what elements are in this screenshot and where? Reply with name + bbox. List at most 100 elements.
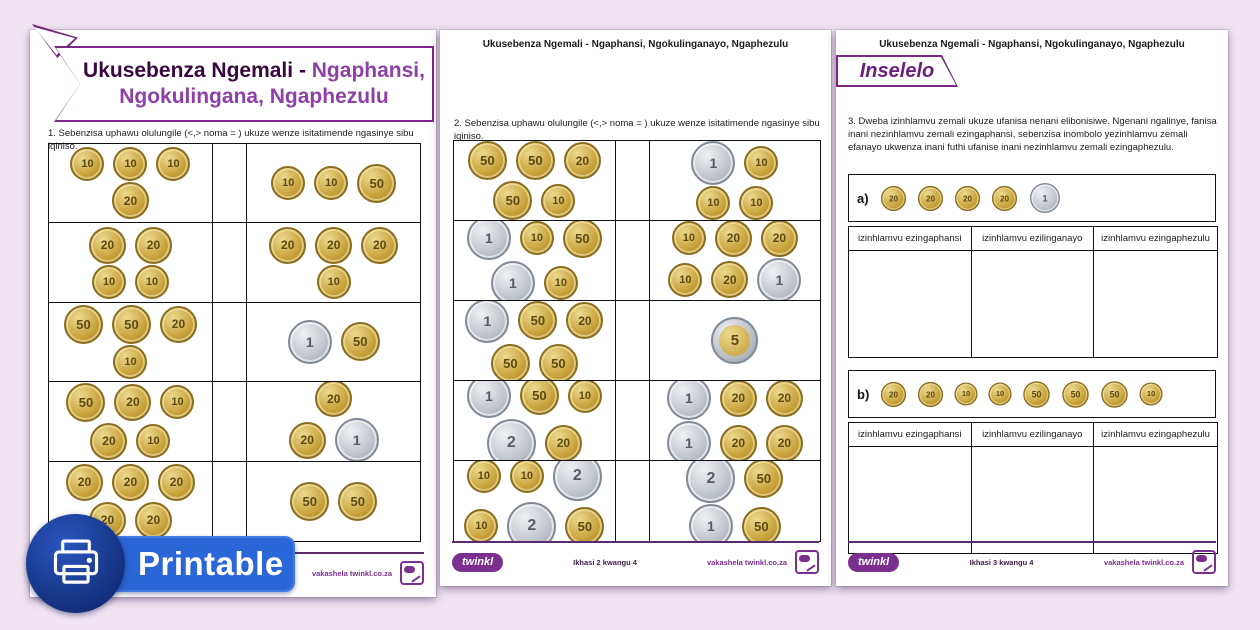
answer-symbol-cell[interactable] bbox=[615, 301, 650, 381]
coin-20: 20 bbox=[719, 424, 757, 460]
coin-R1: 1 bbox=[688, 504, 733, 541]
instruction-1: 1. Sebenzisa uphawu olulungile (<,> noma… bbox=[48, 128, 414, 152]
challenge-title: Inselelo bbox=[838, 57, 956, 85]
coin-10: 10 bbox=[160, 385, 195, 420]
footer-site-link[interactable]: vakashela twinkl.co.za bbox=[311, 568, 392, 578]
coin-10: 10 bbox=[156, 147, 191, 182]
coin-10: 10 bbox=[671, 221, 706, 255]
coin-cell: 20 20 10 10 bbox=[49, 223, 213, 303]
twinkl-badge-icon bbox=[795, 550, 819, 574]
coin-cell: 1 20 20 1 20 20 bbox=[649, 381, 820, 461]
coin-50: 50 bbox=[515, 141, 555, 180]
page-number-label: Ikhasi 3 kwangu 4 bbox=[969, 557, 1034, 567]
answer-symbol-cell[interactable] bbox=[615, 141, 650, 221]
answer-cell[interactable] bbox=[972, 447, 1095, 553]
coin-20: 20 bbox=[88, 226, 126, 264]
coins-a: 20 20 20 20 1 bbox=[879, 180, 1063, 216]
answer-symbol-cell[interactable] bbox=[213, 461, 248, 541]
coin-50: 50 bbox=[340, 322, 380, 362]
coin-cell: 1 50 20 50 50 bbox=[454, 301, 616, 381]
coin-20: 20 bbox=[881, 381, 907, 407]
answer-cell[interactable] bbox=[1094, 447, 1217, 553]
answer-symbol-cell[interactable] bbox=[616, 461, 650, 541]
answer-symbol-cell[interactable] bbox=[212, 302, 248, 383]
worksheet-page-3: Ukusebenza Ngemali - Ngaphansi, Ngokulin… bbox=[836, 30, 1228, 586]
coin-10: 10 bbox=[744, 146, 779, 180]
coin-cell: 10 10 10 20 bbox=[49, 144, 213, 224]
printable-label: Printable bbox=[138, 545, 284, 582]
answer-cell[interactable] bbox=[972, 251, 1095, 357]
answer-symbol-cell[interactable] bbox=[212, 382, 248, 462]
page3-footer: twinkl Ikhasi 3 kwangu 4 vakashela twink… bbox=[848, 541, 1216, 574]
coin-10: 10 bbox=[954, 382, 978, 406]
coin-cell: 50 50 20 50 10 bbox=[454, 141, 616, 221]
coin-50: 50 bbox=[744, 461, 784, 498]
coins-b: 20 20 10 10 50 50 50 10 bbox=[879, 379, 1164, 410]
section-a-label: a) bbox=[857, 190, 869, 206]
worksheet-page-1: Ukusebenza Ngemali - Ngaphansi, Ngokulin… bbox=[30, 24, 436, 597]
coin-R1: 1 bbox=[287, 319, 332, 364]
answer-symbol-cell[interactable] bbox=[212, 223, 248, 303]
coin-cell: 20 20 1 bbox=[247, 382, 420, 462]
coin-20: 20 bbox=[719, 381, 757, 417]
comparison-grid-1: 10 10 10 20 10 10 50 20 20 10 10 20 20 20 10 50 50 20 10 1 5… bbox=[48, 143, 421, 542]
answer-table-a: izinhlamvu ezingaphansi izinhlamvu ezili… bbox=[848, 226, 1218, 358]
coin-20: 20 bbox=[711, 261, 749, 298]
printer-icon-circle[interactable] bbox=[26, 514, 125, 613]
coin-R2: 2 bbox=[552, 461, 602, 501]
twinkl-badge-icon bbox=[400, 561, 424, 585]
coin-20: 20 bbox=[544, 424, 582, 460]
coin-20: 20 bbox=[765, 424, 803, 460]
coin-R1: 1 bbox=[666, 421, 711, 460]
coin-cell: 10 10 50 bbox=[247, 144, 420, 224]
coin-50: 50 bbox=[562, 221, 602, 258]
coin-20: 20 bbox=[90, 422, 128, 460]
coin-20: 20 bbox=[315, 382, 353, 418]
answer-cell[interactable] bbox=[849, 447, 972, 553]
coin-10: 10 bbox=[509, 461, 544, 493]
answer-cell[interactable] bbox=[1094, 251, 1217, 357]
coin-cell: 20 20 20 10 bbox=[247, 223, 420, 303]
coin-10: 10 bbox=[316, 264, 351, 299]
page3-header: Ukusebenza Ngemali - Ngaphansi, Ngokulin… bbox=[879, 39, 1185, 50]
coin-10: 10 bbox=[134, 264, 169, 299]
coin-R2: 2 bbox=[486, 418, 536, 460]
coin-20: 20 bbox=[269, 226, 307, 264]
coin-10: 10 bbox=[567, 381, 602, 413]
coin-10: 10 bbox=[91, 264, 126, 299]
coin-20: 20 bbox=[917, 185, 943, 211]
coin-strip-a: a) 20 20 20 20 1 bbox=[848, 174, 1216, 222]
coin-R1: 1 bbox=[334, 418, 379, 461]
col-ezingaphezulu: izinhlamvu ezingaphezulu bbox=[1094, 227, 1217, 251]
coin-50: 50 bbox=[1062, 380, 1090, 408]
coin-cell: 1 10 50 1 10 bbox=[454, 221, 616, 301]
coin-cell: 2 50 1 50 bbox=[650, 461, 820, 541]
answer-symbol-cell[interactable] bbox=[212, 144, 248, 224]
page2-header: Ukusebenza Ngemali - Ngaphansi, Ngokulin… bbox=[482, 39, 789, 50]
coin-50: 50 bbox=[565, 506, 605, 541]
coin-50: 50 bbox=[111, 304, 151, 344]
title-light: Ngaphansi, bbox=[311, 58, 425, 82]
col-ezingaphansi: izinhlamvu ezingaphansi bbox=[849, 227, 972, 251]
coin-cell: 1 50 10 2 20 bbox=[454, 381, 616, 461]
section-b-label: b) bbox=[857, 386, 870, 402]
coin-50: 50 bbox=[467, 141, 507, 180]
coin-10: 10 bbox=[464, 509, 499, 541]
coin-10: 10 bbox=[541, 183, 576, 218]
answer-symbol-cell[interactable] bbox=[615, 381, 650, 461]
coin-50: 50 bbox=[1101, 380, 1129, 408]
coin-R1: 1 bbox=[691, 141, 736, 185]
instruction-3: 3. Dweba izinhlamvu zemali ukuze ufanisa… bbox=[848, 116, 1217, 153]
answer-cell[interactable] bbox=[849, 251, 972, 357]
title-line2: Ngokulingana, Ngaphezulu bbox=[119, 85, 389, 108]
coin-50: 50 bbox=[538, 343, 578, 380]
twinkl-logo: twinkl bbox=[848, 552, 900, 572]
coin-20: 20 bbox=[134, 226, 172, 264]
answer-symbol-cell[interactable] bbox=[615, 221, 650, 301]
coin-50: 50 bbox=[290, 481, 330, 521]
footer-site-link[interactable]: vakashela twinkl.co.za bbox=[1103, 557, 1184, 567]
coin-20: 20 bbox=[991, 185, 1017, 211]
footer-site-link[interactable]: vakashela twinkl.co.za bbox=[706, 557, 787, 567]
coin-20: 20 bbox=[880, 185, 906, 211]
coin-20: 20 bbox=[111, 463, 149, 501]
